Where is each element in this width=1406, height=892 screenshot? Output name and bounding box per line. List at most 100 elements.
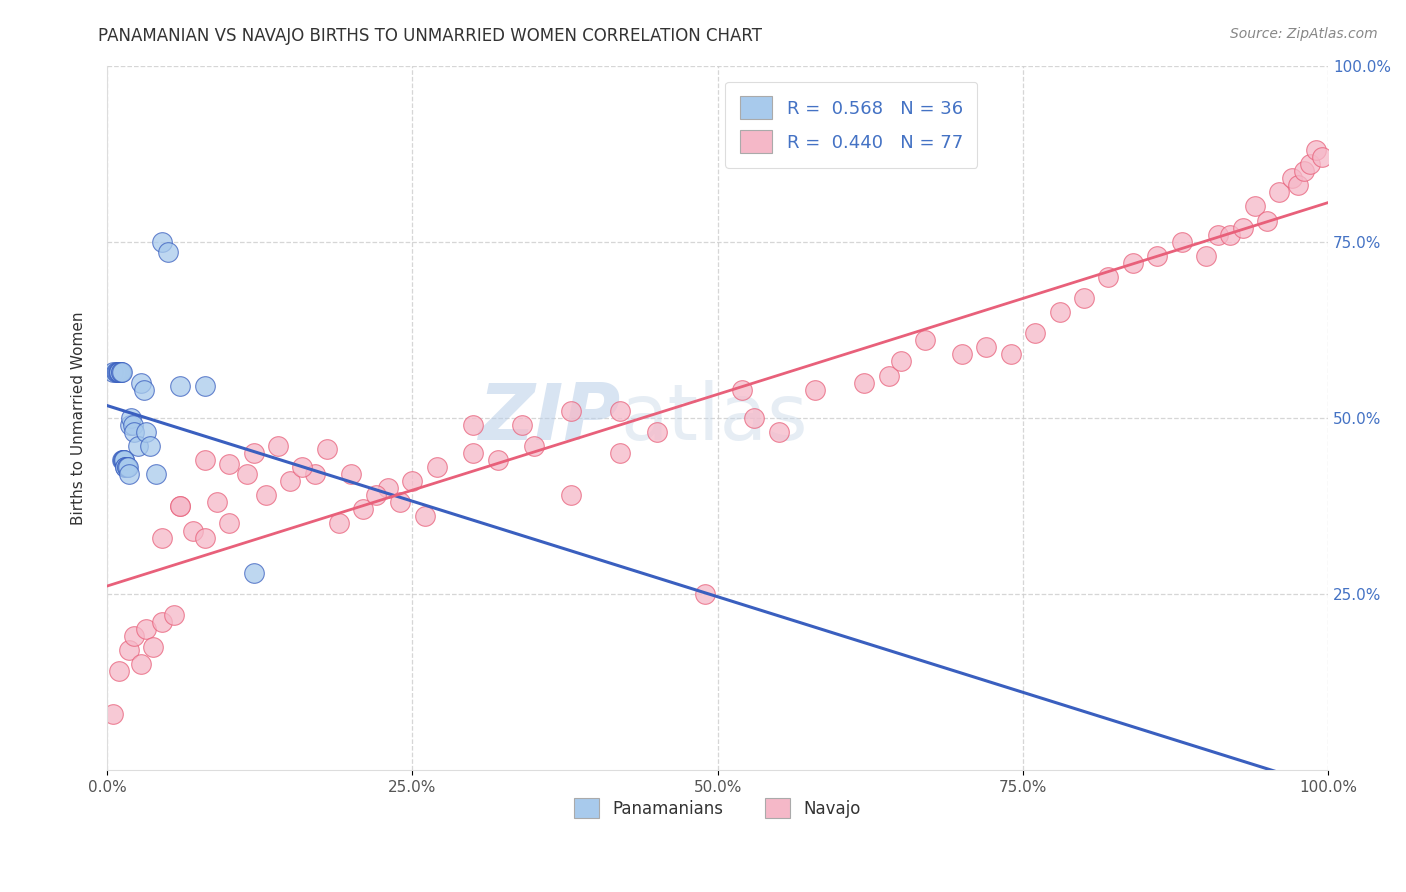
Point [169, 379, 191, 393]
Point [1281, 171, 1303, 186]
Point [117, 460, 139, 475]
Point [142, 640, 165, 654]
Point [218, 516, 240, 531]
Point [121, 417, 143, 432]
Point [218, 457, 240, 471]
Point [236, 467, 259, 482]
Point [107, 365, 129, 379]
Point [315, 442, 337, 457]
Point [111, 453, 134, 467]
Point [731, 383, 754, 397]
Point [163, 607, 186, 622]
Point [1292, 164, 1315, 178]
Point [242, 446, 264, 460]
Point [267, 439, 290, 453]
Point [609, 403, 631, 417]
Point [1122, 256, 1144, 270]
Point [291, 460, 314, 475]
Point [853, 376, 876, 390]
Point [104, 365, 127, 379]
Point [150, 615, 173, 629]
Point [645, 425, 668, 439]
Point [523, 439, 546, 453]
Point [108, 365, 131, 379]
Point [129, 657, 152, 672]
Point [194, 379, 217, 393]
Point [205, 495, 228, 509]
Text: PANAMANIAN VS NAVAJO BIRTHS TO UNMARRIED WOMEN CORRELATION CHART: PANAMANIAN VS NAVAJO BIRTHS TO UNMARRIED… [98, 27, 762, 45]
Point [1170, 235, 1192, 249]
Point [242, 566, 264, 580]
Point [278, 474, 301, 488]
Text: ZIP: ZIP [478, 380, 620, 456]
Point [112, 453, 135, 467]
Text: atlas: atlas [620, 380, 807, 456]
Point [1310, 150, 1333, 164]
Point [101, 706, 124, 721]
Point [169, 499, 191, 513]
Point [111, 453, 134, 467]
Point [139, 439, 162, 453]
Point [114, 460, 136, 475]
Point [254, 488, 277, 502]
Point [353, 502, 375, 516]
Point [401, 474, 423, 488]
Point [1024, 326, 1046, 341]
Point [950, 347, 973, 361]
Point [1097, 269, 1119, 284]
Point [150, 235, 173, 249]
Point [695, 587, 717, 601]
Point [1073, 291, 1095, 305]
Point [108, 665, 131, 679]
Point [194, 453, 217, 467]
Point [1256, 213, 1278, 227]
Point [1299, 157, 1322, 171]
Point [877, 368, 900, 383]
Point [328, 516, 350, 531]
Point [145, 467, 167, 482]
Point [364, 488, 387, 502]
Point [110, 365, 132, 379]
Point [463, 446, 485, 460]
Point [135, 622, 157, 636]
Point [114, 460, 136, 475]
Point [974, 340, 997, 354]
Point [112, 453, 135, 467]
Point [157, 245, 180, 260]
Legend: Panamanians, Navajo: Panamanians, Navajo [568, 791, 868, 825]
Point [560, 488, 582, 502]
Point [768, 425, 790, 439]
Point [127, 439, 149, 453]
Point [1232, 220, 1254, 235]
Point [132, 383, 155, 397]
Point [150, 531, 173, 545]
Text: Source: ZipAtlas.com: Source: ZipAtlas.com [1230, 27, 1378, 41]
Point [135, 425, 157, 439]
Point [804, 383, 827, 397]
Point [101, 365, 124, 379]
Point [463, 417, 485, 432]
Point [560, 403, 582, 417]
Point [1244, 199, 1267, 213]
Point [129, 376, 152, 390]
Point [105, 365, 128, 379]
Point [609, 446, 631, 460]
Point [304, 467, 326, 482]
Point [108, 365, 131, 379]
Point [121, 410, 143, 425]
Point [111, 453, 134, 467]
Point [122, 629, 145, 643]
Point [1000, 347, 1022, 361]
Point [118, 643, 141, 657]
Point [110, 365, 132, 379]
Point [486, 453, 509, 467]
Point [122, 425, 145, 439]
Point [510, 417, 533, 432]
Point [389, 495, 412, 509]
Point [914, 334, 936, 348]
Point [413, 509, 436, 524]
Point [108, 365, 131, 379]
Point [115, 460, 138, 475]
Point [890, 354, 912, 368]
Point [742, 410, 765, 425]
